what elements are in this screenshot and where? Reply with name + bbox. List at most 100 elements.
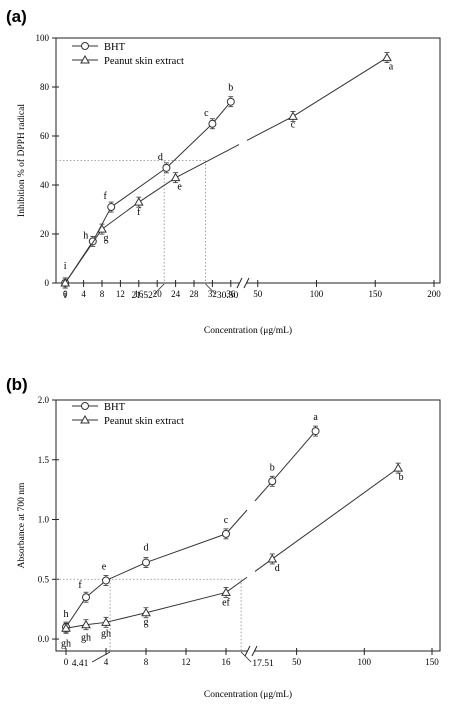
axis-break-mark [243, 277, 250, 289]
data-point-triangle [97, 224, 107, 233]
series-line-segment [101, 201, 140, 230]
panel-label: (a) [6, 7, 27, 26]
annotation-label: 4.41 [72, 659, 89, 669]
significance-letter: d [144, 543, 149, 554]
y-tick-label: 0 [45, 278, 50, 288]
significance-letter: b [228, 83, 233, 94]
y-tick-label: 1.5 [38, 455, 50, 465]
significance-letter: h [83, 230, 88, 241]
x-tick-label: 50 [253, 289, 263, 299]
series-line-segment [145, 533, 227, 564]
data-point-triangle [81, 619, 91, 629]
x-tick-label: 0 [63, 289, 68, 299]
y-tick-label: 0.0 [38, 634, 50, 644]
x-tick-label: 12 [116, 289, 125, 299]
series-line-segment [105, 612, 147, 623]
series-line-segment [246, 115, 294, 141]
significance-letter: f [78, 580, 82, 591]
axis-break-gap [240, 277, 246, 289]
chart-panel-a: (a) 0 20 40 60 80 100 0 4 8 12 16 20 24 28 32 36 50 100 150… [6, 7, 441, 336]
axis-break-mark [236, 277, 243, 289]
y-axis-title: Inhibition % of DPPH radical [16, 104, 27, 217]
data-point-circle [82, 593, 90, 602]
x-tick-label: 12 [182, 657, 191, 667]
annotation-label: 17.51 [252, 659, 274, 669]
data-point-circle [102, 576, 110, 585]
legend-label: BHT [104, 42, 126, 53]
significance-letter: d [275, 563, 280, 574]
x-tick-label: 50 [292, 657, 302, 667]
series-line-segment [85, 580, 107, 598]
legend-marker-triangle [80, 54, 90, 64]
data-point-circle [107, 203, 116, 212]
chart-panel-b: (b) 0.0 0.5 1.0 1.5 2.0 0 4 8 12 16 50 100 150 Concent… [6, 375, 441, 700]
significance-letter: i [64, 290, 67, 301]
x-tick-label: 20 [153, 289, 163, 299]
legend-marker-circle [81, 42, 89, 50]
significance-letter: g [104, 233, 109, 244]
series-bht: h f e d c b a [62, 412, 320, 633]
series-bht: i h f d c b [61, 83, 235, 289]
y-axis-title: Absorbance at 700 nm [17, 482, 27, 568]
series-line-segment [212, 101, 232, 125]
significance-letter: b [399, 472, 404, 483]
data-point-circle [222, 529, 230, 538]
annotation-arrow [240, 651, 252, 663]
significance-letter: c [224, 515, 229, 526]
annotation-label: 30.50 [217, 291, 239, 301]
significance-letter: c [291, 119, 296, 130]
legend-marker-circle [81, 402, 89, 410]
series-line-segment [175, 144, 240, 179]
series-line-segment [65, 596, 87, 628]
x-tick-label: 200 [427, 289, 441, 299]
series-line-segment [110, 167, 167, 208]
x-tick-label: 16 [222, 657, 232, 667]
y-tick-label: 20 [40, 229, 50, 239]
plot-frame [55, 37, 441, 284]
series-line-segment [225, 576, 248, 593]
x-axis-title: Concentration (μg/mL) [204, 689, 292, 700]
significance-letter: a [313, 412, 318, 423]
x-tick-label: 8 [144, 657, 149, 667]
x-tick-label: 150 [425, 657, 439, 667]
y-tick-label: 100 [36, 33, 50, 43]
data-point-triangle [393, 463, 404, 472]
data-point-triangle [60, 277, 71, 287]
annotation-arrow [153, 283, 165, 295]
x-tick-label: 24 [171, 289, 181, 299]
legend-label: Peanut skin extract [104, 416, 184, 427]
significance-letter: ef [222, 597, 230, 608]
data-point-triangle [221, 587, 231, 596]
y-tick-label: 40 [40, 180, 50, 190]
x-tick-label: 32 [208, 289, 217, 299]
axis-break-gap [248, 645, 254, 657]
data-point-triangle [101, 617, 111, 626]
x-tick-label: 36 [226, 289, 236, 299]
series-line-segment [166, 123, 213, 169]
data-point-triangle [170, 172, 181, 182]
data-point-circle [268, 477, 277, 486]
x-tick-label: 100 [358, 657, 372, 667]
legend-label: BHT [104, 402, 126, 413]
significance-letter: d [158, 152, 163, 163]
data-point-circle [142, 558, 150, 567]
significance-letter: gh [61, 638, 71, 649]
significance-letter: e [102, 561, 107, 572]
y-tick-label: 1.0 [38, 515, 50, 525]
y-tick-label: 0.5 [38, 574, 50, 584]
panel-label: (b) [6, 375, 28, 394]
data-point-circle [208, 119, 217, 128]
data-point-triangle [61, 623, 71, 632]
series-line-segment [145, 591, 227, 614]
series-line-segment [105, 562, 147, 581]
x-tick-label: 4 [81, 289, 86, 299]
significance-letter: b [270, 462, 275, 473]
x-tick-label: 0 [64, 657, 69, 667]
significance-letter: e [177, 182, 182, 193]
significance-letter: i [64, 261, 67, 272]
data-point-circle [311, 427, 320, 436]
series-line-segment [138, 177, 176, 203]
annotation-arrow [205, 283, 216, 295]
x-tick-label: 8 [100, 289, 105, 299]
